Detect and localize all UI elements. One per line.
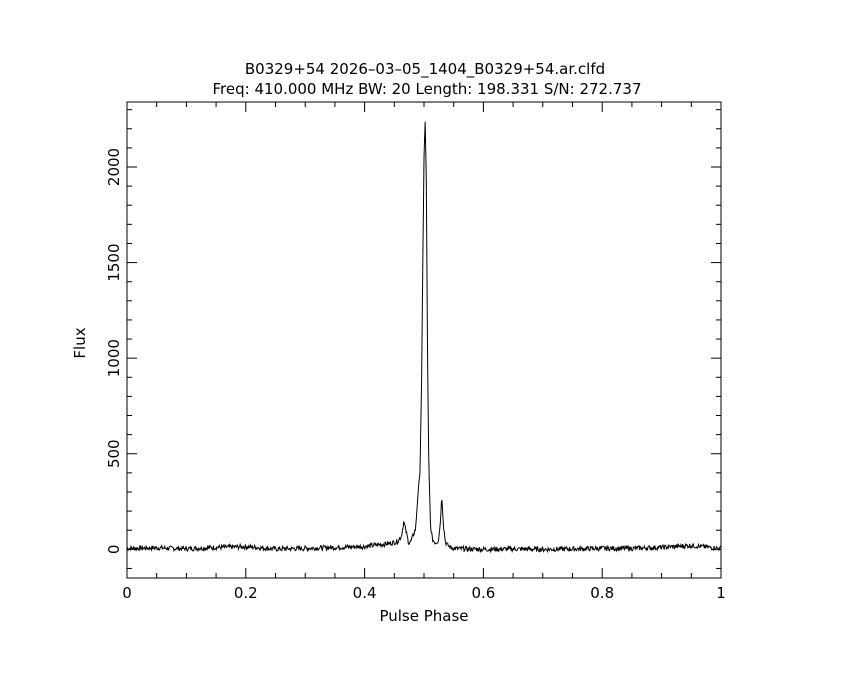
- series-line: [126, 121, 722, 554]
- x-tick-label: 0.6: [471, 584, 495, 602]
- chart-title: B0329+54 2026–03–05_1404_B0329+54.ar.clf…: [245, 60, 605, 79]
- tick-labels: 0 0.2 0.4 0.6 0.8 1 0 500 1000 1500 2000: [105, 148, 726, 602]
- x-tick-label: 0.8: [590, 584, 614, 602]
- chart-subtitle: Freq: 410.000 MHz BW: 20 Length: 198.331…: [213, 80, 642, 98]
- series-group: [126, 121, 722, 554]
- x-axis-label: Pulse Phase: [379, 607, 468, 625]
- axis-ticks: [126, 102, 722, 578]
- x-tick-label: 1: [716, 584, 726, 602]
- x-tick-label: 0.4: [353, 584, 377, 602]
- y-tick-label: 2000: [105, 148, 123, 186]
- y-axis-label: Flux: [71, 327, 89, 358]
- y-tick-label: 0: [105, 545, 123, 555]
- y-tick-label: 500: [105, 439, 123, 468]
- x-tick-label: 0.2: [234, 584, 258, 602]
- y-tick-label: 1000: [105, 339, 123, 377]
- x-tick-label: 0: [122, 584, 132, 602]
- y-tick-label: 1500: [105, 243, 123, 281]
